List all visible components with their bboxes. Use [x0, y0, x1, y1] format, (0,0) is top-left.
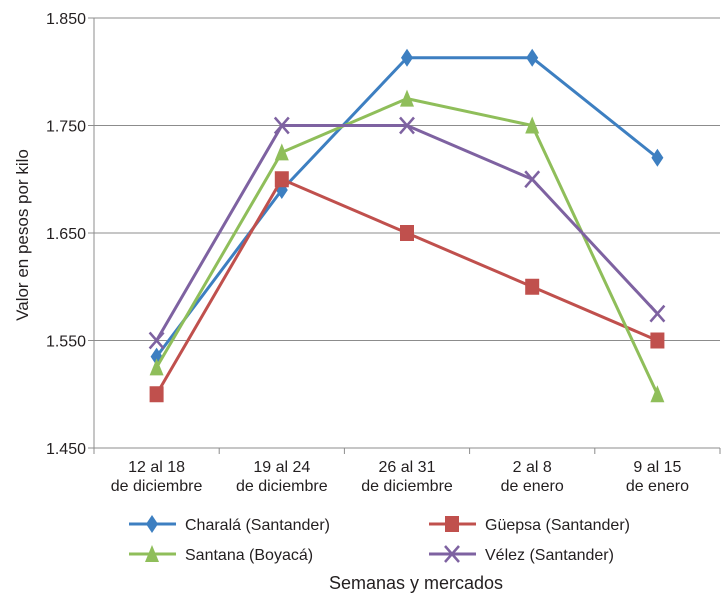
data-point-triangle [149, 358, 164, 376]
x-tick-label-line: de diciembre [361, 478, 453, 495]
x-tick-label: 19 al 24 de diciembre [236, 459, 328, 495]
x-tick-label-line: 19 al 24 [253, 459, 310, 476]
x-tick-label: 26 al 31 de diciembre [361, 459, 453, 495]
data-point-diamond [651, 148, 664, 167]
y-tick-labels: 1.450 1.550 1.650 1.750 1.850 [46, 11, 86, 458]
y-axis-label: Valor en pesos por kilo [13, 149, 32, 321]
series-line [155, 97, 659, 395]
legend[interactable]: Charalá (Santander) Güepsa (Santander) San… [129, 515, 630, 564]
x-tick-label-line: 12 al 18 [128, 459, 185, 476]
data-point-diamond [526, 48, 539, 67]
legend-marker-diamond [146, 515, 158, 533]
x-tick-label-line: de diciembre [111, 478, 203, 495]
data-point-x [524, 170, 541, 189]
x-axis-label: Semanas y mercados [329, 573, 503, 593]
data-point-x [649, 304, 666, 323]
x-tick-labels: 12 al 18 de diciembre 19 al 24 de diciembre… [111, 459, 689, 495]
data-point-x [399, 116, 415, 135]
y-tick-label: 1.450 [46, 441, 86, 458]
legend-marker-triangle [145, 545, 159, 562]
y-tick-label: 1.750 [46, 119, 86, 136]
legend-item[interactable]: Vélez (Santander) [429, 545, 614, 564]
y-tick-label: 1.850 [46, 11, 86, 28]
data-point-triangle [525, 116, 540, 134]
data-point-square [274, 171, 289, 188]
y-tick-label: 1.550 [46, 334, 86, 351]
data-point-square [525, 278, 540, 295]
x-tick-label: 9 al 15 de enero [626, 459, 689, 495]
legend-label: Santana (Boyacá) [185, 547, 313, 564]
data-point-diamond [401, 48, 413, 67]
legend-label: Vélez (Santander) [485, 547, 614, 564]
x-tick-label-line: de diciembre [236, 478, 328, 495]
legend-marker-square [445, 516, 459, 532]
x-tick-label-line: de enero [626, 478, 689, 495]
legend-label: Güepsa (Santander) [485, 517, 630, 534]
x-tick-label-line: 9 al 15 [633, 459, 681, 476]
x-tick-label-line: 2 al 8 [513, 459, 552, 476]
x-tick-label-line: 26 al 31 [379, 459, 436, 476]
series-x [148, 116, 666, 350]
data-point-x [273, 116, 290, 135]
series-square [149, 171, 665, 403]
data-point-triangle [650, 385, 665, 403]
data-point-square [650, 332, 665, 349]
series-triangle [149, 89, 665, 403]
legend-label: Charalá (Santander) [185, 517, 330, 534]
y-tick-label: 1.650 [46, 226, 86, 243]
legend-item[interactable]: Santana (Boyacá) [129, 545, 313, 564]
x-tick-label-line: de enero [501, 478, 564, 495]
legend-marker-x [444, 545, 460, 563]
x-tick-label: 2 al 8 de enero [501, 459, 564, 495]
data-point-square [400, 225, 414, 241]
series-layer [148, 48, 666, 403]
data-point-x [148, 331, 165, 350]
axes [88, 17, 721, 454]
data-point-triangle [274, 143, 289, 161]
x-tick-label: 12 al 18 de diciembre [111, 459, 203, 495]
legend-item[interactable]: Charalá (Santander) [129, 515, 330, 534]
legend-item[interactable]: Güepsa (Santander) [429, 516, 630, 534]
data-point-triangle [400, 89, 414, 107]
data-point-square [149, 386, 164, 403]
